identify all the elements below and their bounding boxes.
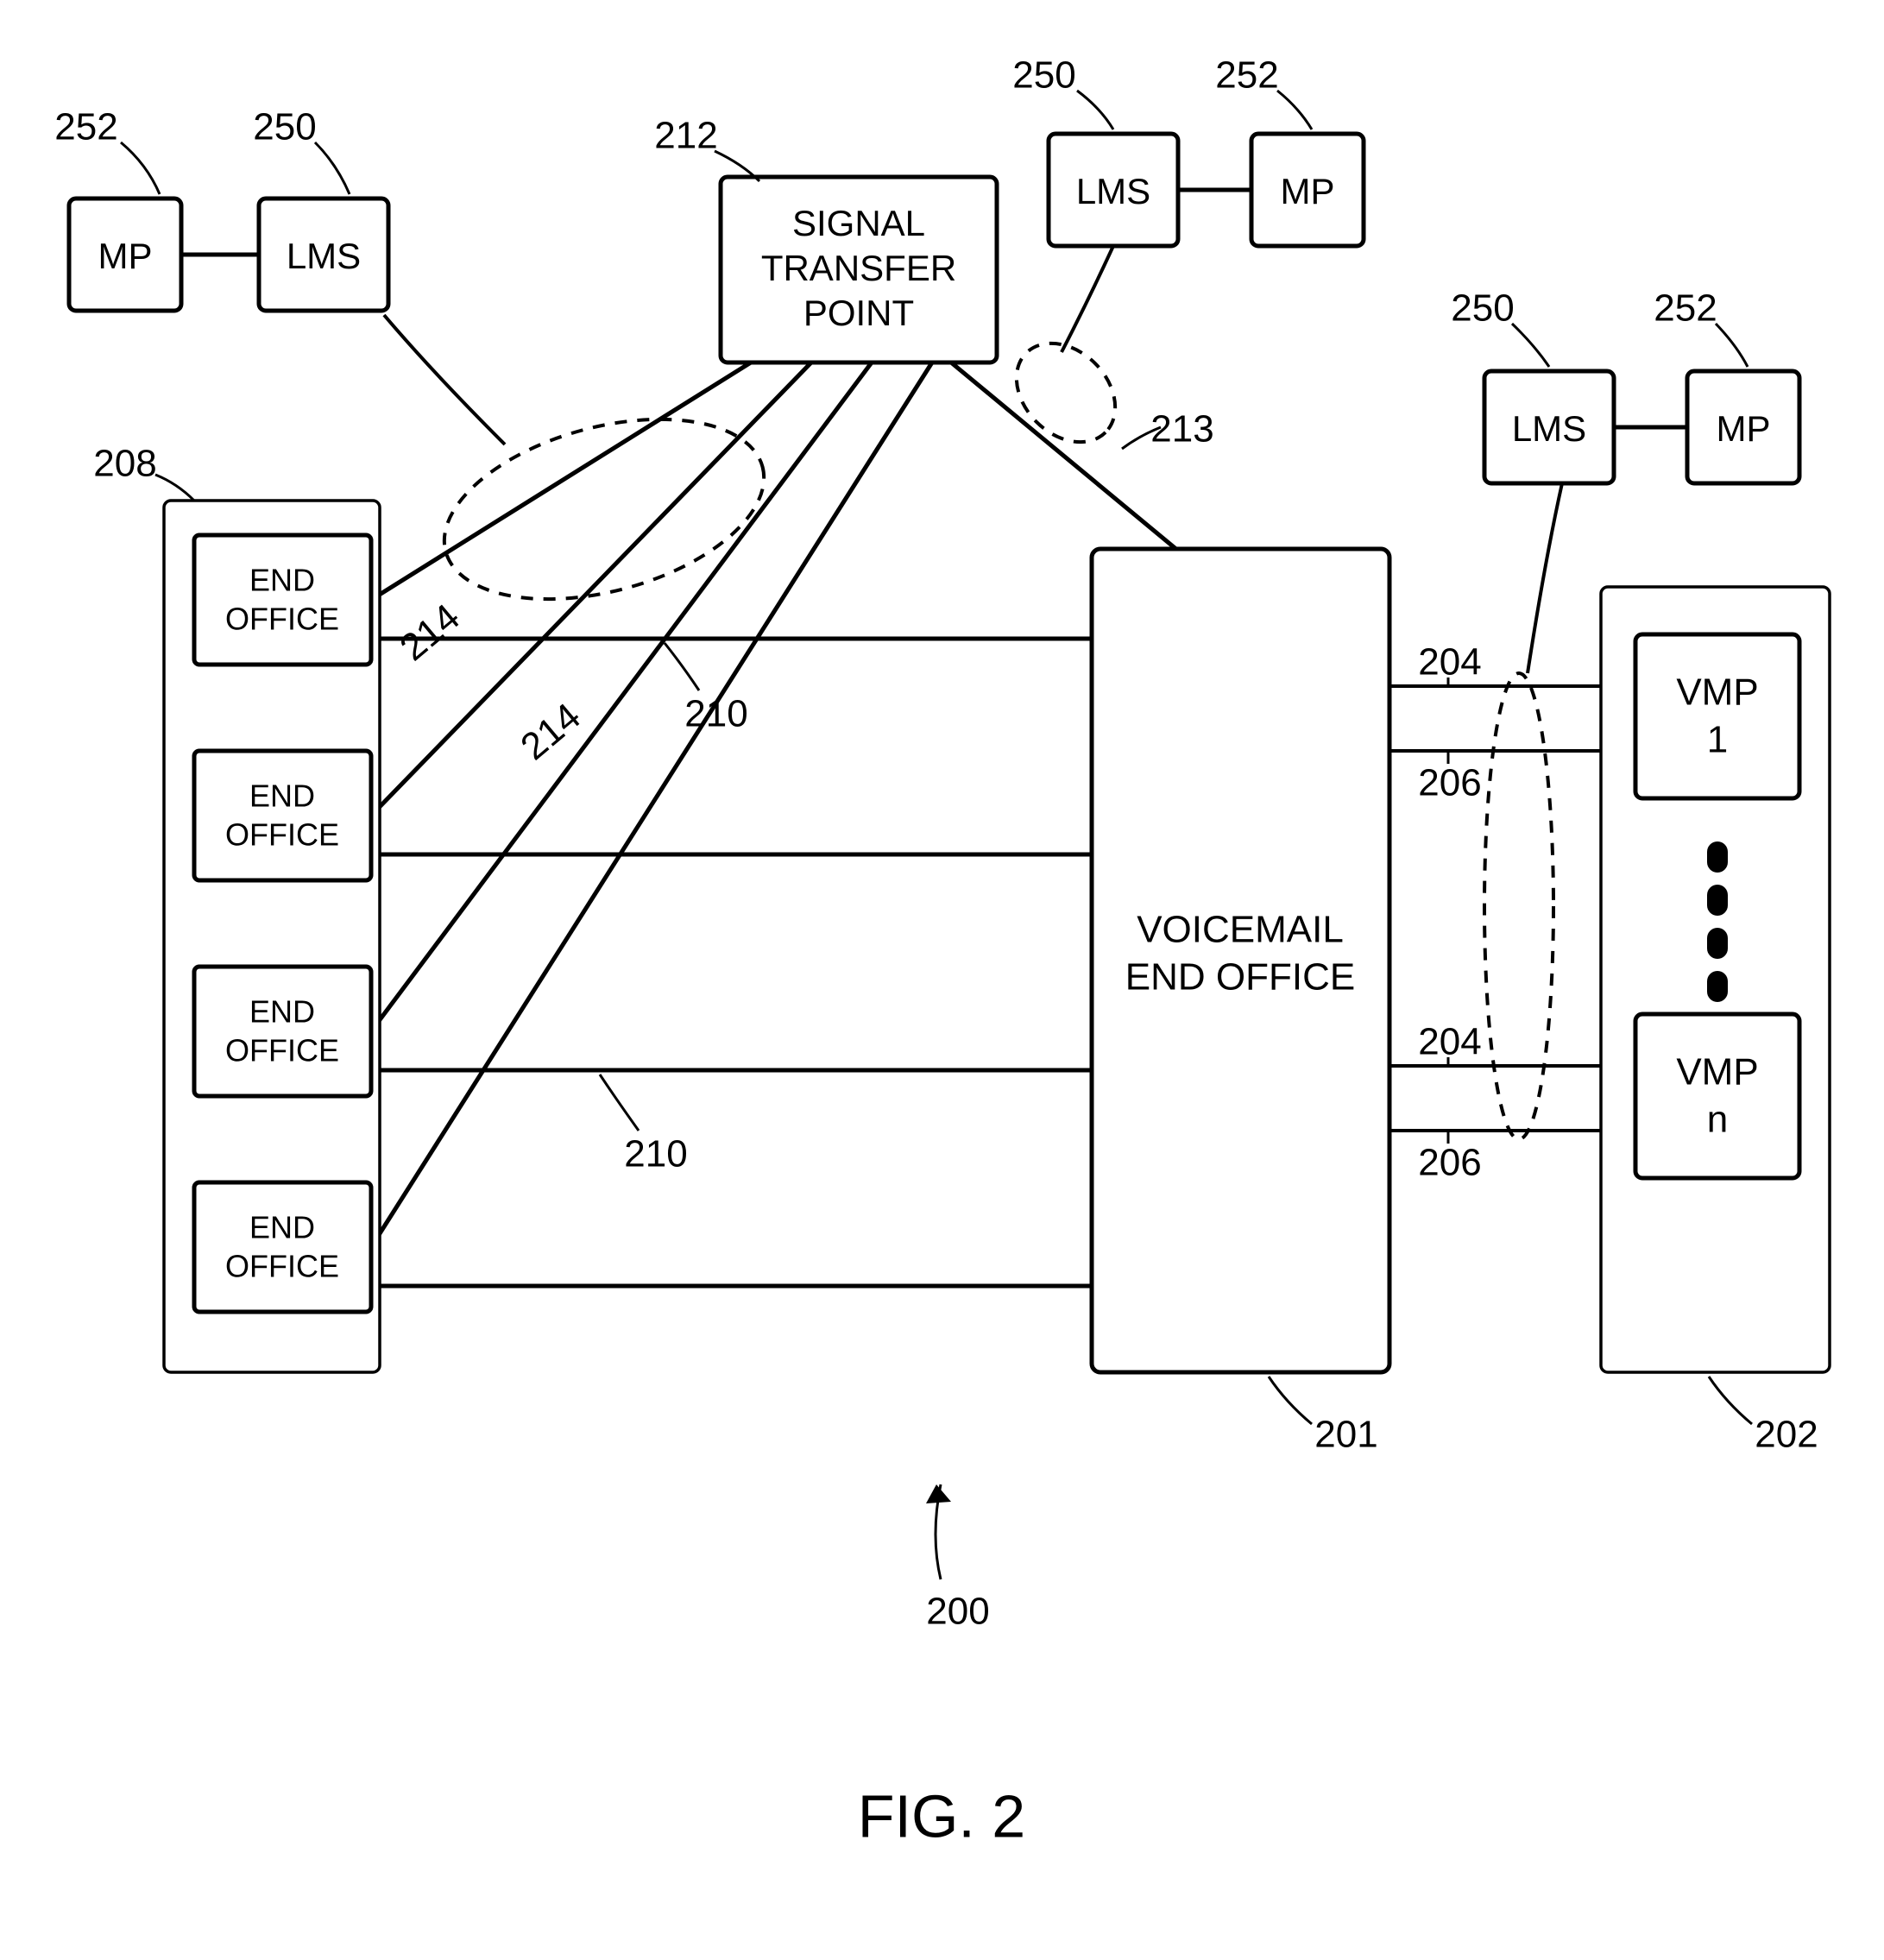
eo3-l1: END [249, 994, 315, 1030]
eo4-l1: END [249, 1210, 315, 1245]
ref-214-a: 214 [392, 596, 468, 669]
lms-left-link [384, 315, 505, 444]
lms-label-left: LMS [287, 236, 361, 276]
leader-252-right [1716, 324, 1748, 367]
ref-210-b: 210 [624, 1133, 687, 1175]
stp-label-2: TRANSFER [761, 248, 956, 288]
stp-link-eo3 [371, 362, 872, 1031]
veo-l1: VOICEMAIL [1137, 909, 1344, 951]
leader-252-top [1277, 91, 1312, 129]
leader-252-left [121, 142, 160, 194]
mp-label-left: MP [98, 236, 153, 276]
ref-212: 212 [654, 115, 717, 157]
monitor-ellipse-left [425, 388, 784, 631]
stp-label-3: POINT [803, 293, 914, 333]
stp-label-1: SIGNAL [792, 203, 925, 243]
eo4-l2: OFFICE [225, 1249, 339, 1284]
figure-caption: FIG. 2 [858, 1782, 1025, 1850]
mp-label-right: MP [1717, 408, 1771, 449]
ref-208: 208 [93, 443, 156, 485]
monitor-ellipse-right [1484, 673, 1553, 1139]
arrow-200 [926, 1484, 951, 1503]
vmpn-l2: n [1707, 1099, 1728, 1141]
leader-250-left [315, 142, 350, 194]
vmp-n-box [1635, 1014, 1799, 1178]
stp-link-eo4 [371, 362, 932, 1247]
vmp-1-box [1635, 634, 1799, 798]
ref-210-a: 210 [684, 693, 747, 735]
veo-l2: END OFFICE [1125, 956, 1355, 999]
leader-210-b [600, 1075, 639, 1131]
eo1-l1: END [249, 563, 315, 598]
lms-label-right: LMS [1512, 408, 1586, 449]
eo1-l2: OFFICE [225, 602, 339, 637]
lms-right-link [1528, 483, 1562, 673]
mp-label-top: MP [1281, 171, 1335, 211]
end-office-3 [194, 967, 371, 1096]
ref-200: 200 [926, 1591, 989, 1633]
vmp1-l1: VMP [1676, 671, 1758, 714]
ref-252-left: 252 [54, 106, 117, 148]
ref-206-a: 206 [1418, 762, 1481, 804]
end-office-4 [194, 1182, 371, 1312]
eo3-l2: OFFICE [225, 1033, 339, 1068]
ref-250-right: 250 [1451, 287, 1514, 330]
leader-250-right [1512, 324, 1549, 367]
vmpn-l1: VMP [1676, 1051, 1758, 1093]
vmp1-l2: 1 [1707, 719, 1728, 761]
leader-208 [155, 475, 194, 501]
ref-213: 213 [1150, 408, 1213, 451]
ref-250-left: 250 [253, 106, 316, 148]
leader-250-top [1077, 91, 1113, 129]
leader-201 [1269, 1377, 1312, 1424]
lms-top-link [1062, 246, 1113, 352]
leader-202 [1709, 1377, 1752, 1424]
ref-206-b: 206 [1418, 1142, 1481, 1184]
end-office-2 [194, 751, 371, 880]
stp-link-eo2 [371, 362, 811, 816]
ref-252-top: 252 [1215, 54, 1278, 97]
ref-252-right: 252 [1654, 287, 1717, 330]
ref-204-a: 204 [1418, 641, 1481, 684]
ref-201: 201 [1314, 1414, 1377, 1456]
lms-label-top: LMS [1076, 171, 1150, 211]
eo2-l2: OFFICE [225, 817, 339, 853]
ref-204-b: 204 [1418, 1021, 1481, 1063]
ref-250-top: 250 [1012, 54, 1075, 97]
end-office-1 [194, 535, 371, 665]
eo2-l1: END [249, 778, 315, 814]
leader-210-a [665, 643, 699, 690]
ref-202: 202 [1755, 1414, 1818, 1456]
